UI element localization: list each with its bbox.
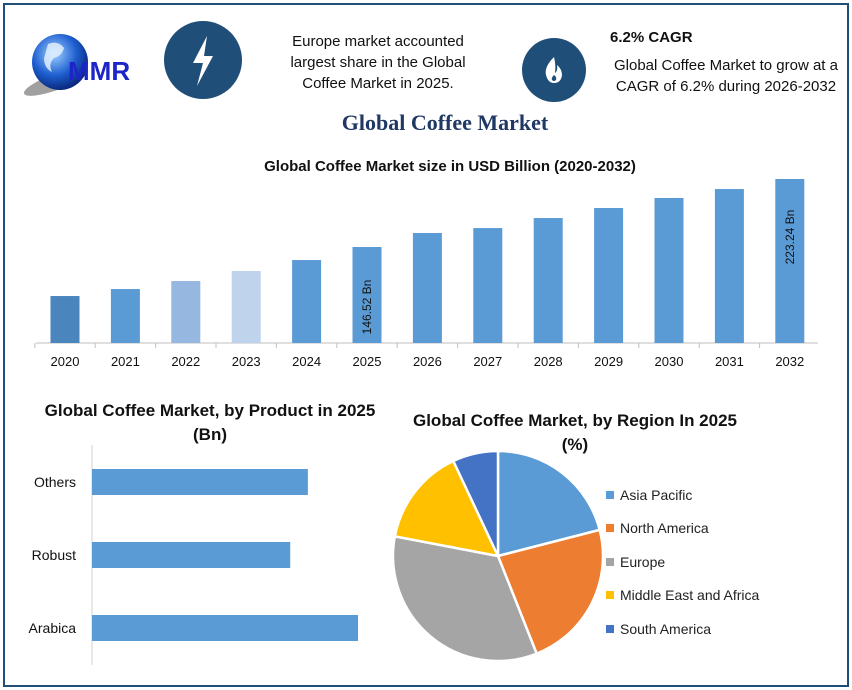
pie-slice-europe bbox=[391, 534, 539, 663]
region-pie-chart bbox=[391, 449, 605, 663]
x-tick-label: 2025 bbox=[353, 354, 382, 369]
bar-others bbox=[92, 469, 308, 495]
x-tick-label: 2027 bbox=[473, 354, 502, 369]
x-tick-label: 2022 bbox=[171, 354, 200, 369]
product-chart-title: Global Coffee Market, by Product in 2025… bbox=[44, 401, 376, 444]
product-bar-chart: Others Robust Arabica bbox=[29, 445, 358, 665]
bar-robust bbox=[92, 542, 291, 568]
main-title: Global Coffee Market bbox=[341, 110, 549, 135]
legend-label: Europe bbox=[620, 553, 666, 570]
bar-chart-title: Global Coffee Market size in USD Billion… bbox=[264, 158, 636, 175]
bar-2030 bbox=[654, 198, 684, 343]
x-tick-label: 2029 bbox=[594, 354, 623, 369]
bar-2024 bbox=[292, 260, 322, 343]
x-tick-label: 2032 bbox=[775, 354, 804, 369]
category-label: Others bbox=[34, 474, 76, 490]
legend-swatch bbox=[606, 524, 614, 533]
bar-2022 bbox=[171, 281, 201, 343]
data-label-2032: 223.24 Bn bbox=[783, 210, 797, 265]
legend-label: Middle East and Africa bbox=[620, 587, 760, 604]
legend-item: Middle East and Africa bbox=[606, 579, 759, 613]
category-label: Arabica bbox=[29, 620, 77, 636]
bar-2027 bbox=[473, 228, 503, 343]
legend-swatch bbox=[606, 624, 614, 633]
legend-item: North America bbox=[606, 512, 759, 546]
logo-text: MMR bbox=[68, 56, 130, 86]
x-tick-label: 2023 bbox=[232, 354, 261, 369]
legend-label: Asia Pacific bbox=[620, 486, 693, 503]
bar-2026 bbox=[412, 233, 442, 343]
legend-swatch bbox=[606, 591, 614, 600]
legend-label: North America bbox=[620, 520, 709, 537]
x-tick-label: 2024 bbox=[292, 354, 321, 369]
legend-item: Europe bbox=[606, 545, 759, 579]
legend-item: South America bbox=[606, 612, 759, 646]
lightning-bolt-icon bbox=[164, 21, 242, 99]
bar-2028 bbox=[533, 218, 563, 343]
cagr-text: Global Coffee Market to grow at a CAGR o… bbox=[613, 57, 838, 95]
x-tick-label: 2030 bbox=[655, 354, 684, 369]
x-tick-label: 2021 bbox=[111, 354, 140, 369]
market-size-bar-chart: 2020 2021 2022 2023 2024 2025 146.52 Bn 2026 202… bbox=[34, 179, 818, 369]
legend-item: Asia Pacific bbox=[606, 478, 759, 512]
bar-2031 bbox=[714, 189, 744, 343]
x-tick-label: 2028 bbox=[534, 354, 563, 369]
data-label-2025: 146.52 Bn bbox=[360, 280, 374, 335]
bar-2032 bbox=[775, 179, 805, 343]
legend-label: South America bbox=[620, 620, 712, 637]
mmr-logo: MMR bbox=[23, 34, 130, 96]
pie-slice-north-america bbox=[496, 528, 605, 656]
bar-2025 bbox=[352, 246, 382, 343]
highlight-text: Europe market accounted largest share in… bbox=[290, 33, 466, 92]
region-chart-title: Global Coffee Market, by Region In 2025 … bbox=[412, 411, 738, 454]
bar-arabica bbox=[92, 615, 358, 641]
bar-2029 bbox=[594, 208, 624, 343]
bar-2020 bbox=[50, 296, 80, 343]
pie-slice-asia-pacific bbox=[496, 449, 602, 558]
legend-swatch bbox=[606, 490, 614, 499]
bar-2023 bbox=[231, 271, 261, 343]
x-tick-label: 2020 bbox=[51, 354, 80, 369]
pie-slice-south-america bbox=[451, 449, 500, 557]
pie-slice-middle-east-and-africa bbox=[393, 459, 501, 558]
category-label: Robust bbox=[32, 547, 76, 563]
legend-swatch bbox=[606, 557, 614, 566]
infographic-frame bbox=[3, 3, 849, 687]
x-tick-label: 2026 bbox=[413, 354, 442, 369]
flame-icon bbox=[522, 38, 586, 102]
x-tick-label: 2031 bbox=[715, 354, 744, 369]
bar-2021 bbox=[110, 289, 140, 343]
cagr-title: 6.2% CAGR bbox=[610, 29, 693, 46]
pie-legend: Asia Pacific North America Europe Middle Ea… bbox=[606, 478, 759, 646]
